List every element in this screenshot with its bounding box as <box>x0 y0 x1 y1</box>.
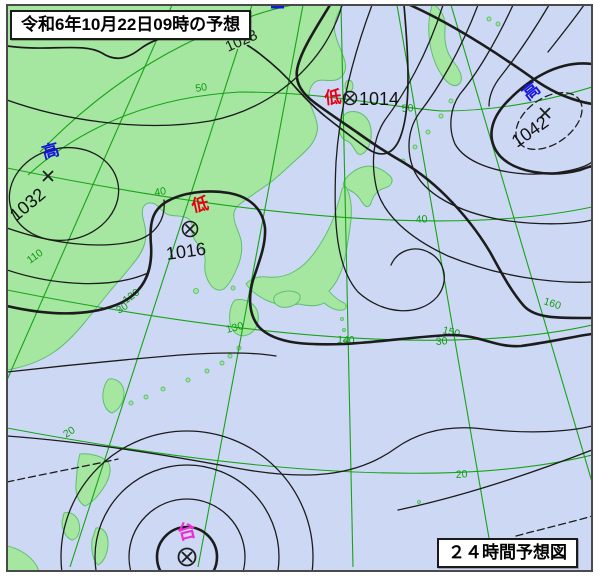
meridian-160e <box>450 5 592 483</box>
forecast-title-box: 令和6年10月22日09時の予想 <box>10 10 252 41</box>
isobar-ring-1032-outer <box>7 199 165 246</box>
land-taiwan <box>102 378 125 414</box>
map-border <box>6 4 593 572</box>
isobar-japan-trough <box>334 5 445 312</box>
low-1014-value: 1014 <box>359 89 399 109</box>
grid-label-40-west: 40 <box>153 185 167 199</box>
isobar-ring-1032-outer2 <box>7 269 149 285</box>
isobar-bold-low1014 <box>295 5 592 320</box>
isobar-southeast <box>397 449 592 511</box>
grid-label-50-east: 50 <box>401 102 414 115</box>
forecast-title: 令和6年10月22日09時の予想 <box>21 15 241 34</box>
typhoon-ring-4 <box>60 430 314 571</box>
isobar-ne-4 <box>488 5 550 107</box>
isobar-bold-high1042 <box>490 62 592 175</box>
chart-type-label: ２４時間予想図 <box>448 543 567 562</box>
isobars-dashed <box>7 91 592 537</box>
land-masses <box>7 5 501 571</box>
parallel-20n <box>7 427 592 474</box>
typhoon-center-symbol <box>177 547 197 567</box>
isobar-dashed-sw <box>7 458 119 483</box>
low-1014-center-symbol <box>342 90 358 106</box>
typhoon-ring-1-bold <box>155 525 219 571</box>
isobar-nw-outer <box>7 5 343 127</box>
grid-label-20-east: 20 <box>455 468 468 481</box>
isobar-bold-high-approach <box>408 5 592 106</box>
isobar-dashed-se <box>515 515 592 537</box>
land-kamchatka <box>428 5 462 87</box>
grid-label-160e: 160 <box>542 295 563 312</box>
high-1032-kanji: 高 <box>40 139 62 163</box>
isobar-china-coast <box>7 352 277 373</box>
grid-label-50-west: 50 <box>194 81 208 95</box>
low-1016-center-symbol <box>181 220 199 238</box>
isobar-ring-1032 <box>8 146 120 242</box>
parallel-30n <box>7 289 592 341</box>
high-1032-center-symbol <box>42 170 54 182</box>
grid-label-130e: 130 <box>225 320 245 336</box>
land-asia-mainland <box>7 5 346 371</box>
isobar-south-sweep <box>7 425 592 476</box>
pressure-low-1014: 低 1014 <box>322 86 399 109</box>
parallel-40n <box>7 167 592 222</box>
land-shikoku <box>273 290 301 308</box>
typhoon-ring-2 <box>128 498 246 571</box>
low-1016-kanji: 低 <box>189 193 211 216</box>
high-1042-center-symbol <box>539 107 551 119</box>
land-philippines-central <box>91 527 109 566</box>
isobar-1028-line <box>7 5 409 155</box>
grid-label-20-west: 20 <box>61 424 77 441</box>
chart-type-box: ２４時間予想図 <box>437 538 578 569</box>
typhoon-ring-3 <box>94 464 280 571</box>
meridian-120e <box>69 5 253 568</box>
parallel-50n <box>27 86 592 176</box>
grid-label-30-east: 30 <box>435 335 448 348</box>
meridian-150e <box>396 5 495 568</box>
isobar-bold-korea-30n <box>7 190 592 348</box>
isobar-ne-1 <box>372 5 592 283</box>
isobar-ne-5 <box>547 5 585 53</box>
isobars-bold <box>7 5 592 571</box>
isobar-dashed-1042-inner <box>515 91 583 151</box>
land-hokkaido <box>342 165 393 208</box>
grid-label-40-east: 40 <box>415 213 428 226</box>
low-1014-kanji: 低 <box>322 86 342 108</box>
land-southwest-corner <box>7 545 39 571</box>
